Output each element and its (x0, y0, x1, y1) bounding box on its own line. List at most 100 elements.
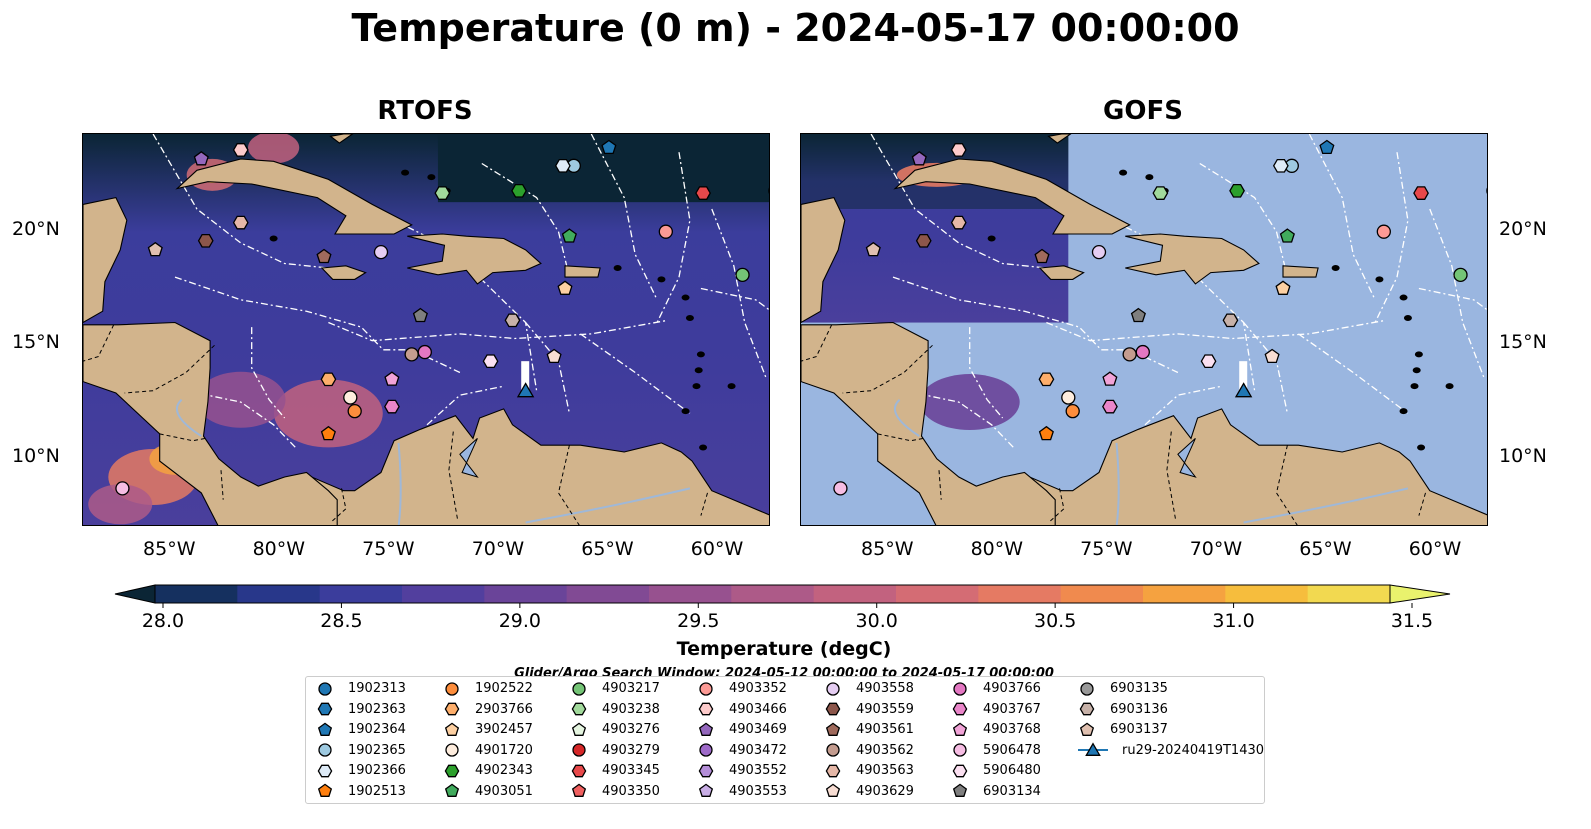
float-marker-4903558 (373, 244, 389, 260)
legend-item: 4903768 (951, 720, 1041, 740)
puerto-rico-land (1282, 265, 1319, 278)
legend-label: 1902366 (348, 763, 406, 778)
legend-marker (825, 764, 841, 777)
legend-marker (698, 722, 714, 736)
legend-marker (1079, 722, 1095, 736)
float-marker-4902343 (511, 183, 527, 198)
legend-label: 4903469 (729, 722, 787, 737)
legend-item: 4901720 (443, 741, 533, 761)
colorbar-label: Temperature (degC) (676, 638, 892, 660)
south-america-land (284, 408, 769, 525)
legend-label: 3902457 (475, 722, 533, 737)
legend-marker (699, 743, 713, 757)
legend-marker (445, 681, 459, 696)
lon-tick-label: 80°W (970, 538, 1024, 560)
float-marker-1902522 (347, 403, 362, 419)
legend-item: 4903345 (570, 761, 660, 781)
legend-label: 4903345 (602, 763, 660, 778)
jamaica-land (320, 265, 367, 280)
float-marker-4903051 (1279, 228, 1295, 243)
legend-marker (571, 783, 587, 797)
legend-item: 4903238 (570, 700, 660, 720)
lon-tick-label: 65°W (1299, 538, 1352, 560)
legend-item: 1902365 (316, 741, 406, 761)
legend-item: 4903217 (570, 679, 660, 699)
legend-label: 4901720 (475, 742, 533, 758)
legend-marker (317, 702, 333, 716)
float-marker-1902366 (1272, 158, 1289, 173)
lon-tick-label: 65°W (581, 538, 634, 560)
legend-label: 5906478 (983, 742, 1041, 758)
legend-label: 1902365 (348, 742, 406, 758)
legend-marker (952, 764, 968, 777)
legend-marker (825, 702, 841, 716)
legend-marker (444, 783, 460, 797)
jamaica-land (1038, 265, 1085, 280)
legend-item: 5906480 (951, 761, 1041, 781)
lat-tick-label: 10°N (1499, 444, 1547, 467)
legend-marker (952, 783, 968, 797)
bahamas-land (329, 134, 354, 144)
float-marker-6903134 (1130, 307, 1146, 323)
legend-label: 5906480 (983, 763, 1041, 778)
legend-marker (571, 702, 587, 716)
legend-marker (444, 722, 460, 736)
legend-label: 4903051 (475, 783, 533, 799)
float-marker-4903559 (197, 233, 214, 248)
float-marker-1902366 (554, 158, 571, 173)
legend-item: 4903276 (570, 720, 660, 740)
legend-item: 6903137 (1078, 720, 1168, 740)
colorbar-tick-label: 31.0 (1212, 610, 1254, 632)
lat-tick-label: 20°N (12, 217, 60, 240)
bahamas-land (1047, 134, 1072, 144)
float-marker-4903562 (1122, 347, 1137, 362)
float-marker-4903345 (695, 186, 711, 200)
legend-item: 4903629 (824, 782, 914, 802)
float-marker-6903134 (412, 307, 428, 323)
legend-marker (698, 764, 714, 777)
lon-tick-label: 80°W (252, 538, 306, 560)
legend-label: ru29-20240419T1430 (1122, 742, 1265, 758)
float-marker-4903561 (1034, 248, 1050, 264)
float-marker-4903767 (1102, 399, 1118, 414)
colorbar-tick-label: 29.5 (677, 610, 719, 632)
lon-tick-label: 70°W (471, 538, 525, 560)
legend-label: 4903767 (983, 701, 1041, 717)
float-marker-6903136 (504, 313, 521, 328)
legend-marker (571, 764, 587, 777)
legend-item: 4902343 (443, 761, 533, 781)
legend-item: 4903350 (570, 782, 660, 802)
legend-marker (317, 764, 333, 777)
legend-marker (698, 702, 714, 716)
legend-label: 6903137 (1110, 722, 1168, 737)
legend-marker (1080, 681, 1094, 696)
legend-item: 4903552 (697, 761, 787, 781)
float-marker-6903137 (147, 241, 163, 257)
legend-item: 4903051 (443, 782, 533, 802)
float-marker-4901720 (1061, 390, 1076, 405)
float-marker-4903767 (384, 399, 400, 414)
central-america-land (801, 321, 1056, 525)
glider-marker (516, 382, 535, 398)
float-marker-1902522 (1065, 403, 1080, 419)
legend-item: 6903135 (1078, 679, 1168, 699)
cuba-land (893, 158, 1131, 235)
legend-item: 4903466 (697, 700, 787, 720)
float-marker-5906478 (833, 481, 848, 496)
puerto-rico-land (564, 265, 601, 278)
legend-label: 4903279 (602, 742, 660, 758)
legend-label: 1902364 (348, 722, 406, 737)
legend-marker (1079, 702, 1095, 716)
legend-item: 1902364 (316, 720, 406, 740)
legend-label: 4902343 (475, 763, 533, 778)
float-marker-4903238 (1152, 186, 1169, 200)
legend-label: 6903134 (983, 783, 1041, 799)
legend-label: 4903561 (856, 722, 914, 737)
float-marker-1902364 (601, 139, 617, 155)
legend-marker (952, 702, 968, 716)
legend-label: 1902522 (475, 681, 533, 696)
legend-marker (445, 743, 459, 757)
legend-item: 6903134 (951, 782, 1041, 802)
float-marker-4903466 (232, 143, 249, 157)
float-marker-4903466 (950, 143, 967, 157)
